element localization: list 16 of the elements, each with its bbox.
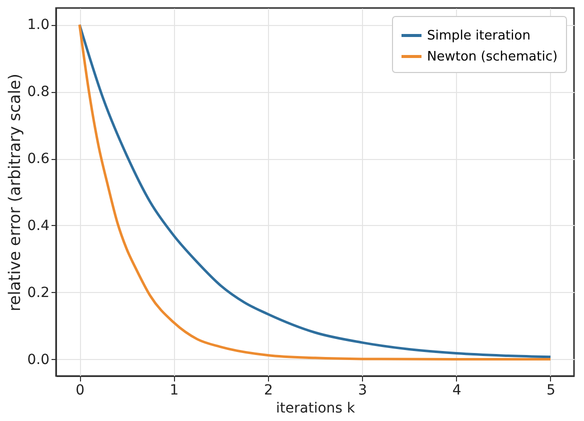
legend-label: Newton (schematic) bbox=[427, 50, 558, 64]
x-tick-label: 0 bbox=[76, 382, 85, 398]
y-tick-label: 0.4 bbox=[27, 218, 50, 234]
y-tick-label: 1.0 bbox=[27, 17, 50, 34]
x-tick-label: 3 bbox=[358, 382, 368, 398]
x-tick-label: 5 bbox=[546, 382, 556, 398]
x-tick-label: 4 bbox=[452, 382, 462, 398]
y-tick-label: 0.2 bbox=[27, 284, 50, 301]
x-tick-label: 1 bbox=[170, 382, 179, 398]
y-tick-label: 0.8 bbox=[27, 84, 50, 100]
x-axis-title: iterations k bbox=[276, 400, 356, 416]
y-tick-label: 0.6 bbox=[27, 151, 50, 168]
x-tick-label: 2 bbox=[264, 382, 273, 398]
y-axis-title: relative error (arbitrary scale) bbox=[5, 74, 24, 312]
legend-label: Simple iteration bbox=[427, 28, 530, 44]
y-tick-label: 0.0 bbox=[27, 352, 50, 368]
